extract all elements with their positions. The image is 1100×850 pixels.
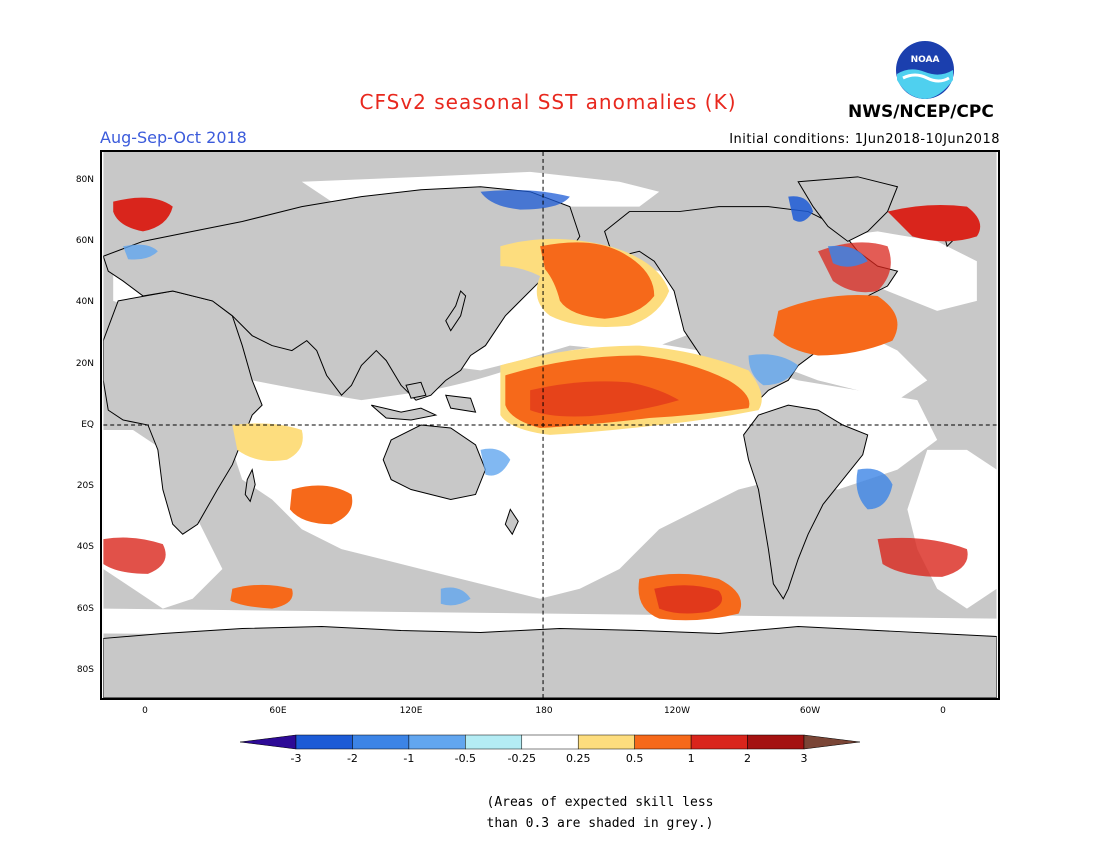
lon-label-60e: 60E	[269, 706, 287, 716]
continents	[103, 176, 997, 698]
lat-label-60s: 60S	[76, 604, 94, 614]
noaa-logo-text: NOAA	[911, 55, 940, 65]
color-legend-bar	[240, 734, 860, 750]
africa-outline	[103, 290, 263, 535]
lon-label-120w: 120W	[663, 706, 691, 716]
legend-swatch	[577, 734, 635, 750]
legend-swatch	[465, 734, 523, 750]
legend-tick-label: 2	[744, 752, 752, 765]
legend-swatch	[352, 734, 410, 750]
warm-anomaly-north-atlantic	[773, 294, 898, 356]
new-zealand-outline	[504, 508, 519, 536]
footnote: (Areas of expected skill less than 0.3 a…	[470, 792, 730, 834]
warm-anomaly-south-indian	[289, 485, 353, 525]
organization-label: NWS/NCEP/CPC	[848, 102, 994, 122]
legend-tick-label: -3	[290, 752, 302, 765]
chart-title: CFSv2 seasonal SST anomalies (K)	[359, 90, 737, 114]
initial-conditions-label: Initial conditions: 1Jun2018-10Jun2018	[729, 132, 1000, 147]
lat-label-80n: 80N	[75, 175, 94, 185]
lon-label-120e: 120E	[399, 706, 423, 716]
legend-swatch-min	[240, 734, 297, 750]
lon-label-0-east: 0	[940, 706, 946, 716]
lat-label-20s: 20S	[76, 481, 94, 491]
legend-swatch	[690, 734, 748, 750]
footnote-line-1: (Areas of expected skill less	[486, 795, 714, 810]
legend-tick-label: 1	[687, 752, 695, 765]
greenland-outline	[797, 176, 899, 242]
legend-tick-label: -0.5	[454, 752, 477, 765]
warm-anomaly-north-pacific	[540, 242, 655, 319]
warm-anomaly-south-atlantic	[877, 537, 968, 577]
lon-label-60w: 60W	[799, 706, 821, 716]
legend-swatch	[295, 734, 353, 750]
sst-anomaly-map	[100, 150, 1000, 700]
cool-anomaly-caribbean	[748, 354, 799, 386]
cool-anomaly-tasman	[480, 448, 511, 476]
warm-anomaly-nordic-sea	[887, 204, 981, 242]
eurasia-outline	[103, 186, 581, 401]
noaa-logo-icon: NOAA	[896, 41, 954, 99]
indonesia-outline	[370, 404, 438, 421]
legend-tick-label: -1	[403, 752, 415, 765]
cool-anomaly-arctic	[480, 190, 570, 210]
lon-label-0: 0	[142, 706, 148, 716]
legend-tick-label: 0.5	[625, 752, 644, 765]
lat-label-60n: 60N	[75, 236, 94, 246]
legend-swatch-max	[803, 734, 860, 750]
lat-label-40s: 40S	[76, 542, 94, 552]
madagascar-outline	[244, 468, 256, 503]
antarctica-outline	[103, 626, 997, 698]
season-label: Aug-Sep-Oct 2018	[100, 128, 247, 147]
warm-anomaly-south-atlantic-east	[103, 537, 166, 574]
legend-swatch	[747, 734, 805, 750]
cool-anomaly-south-atlantic	[856, 468, 893, 510]
lat-label-20n: 20N	[75, 359, 94, 369]
legend-swatch	[521, 734, 579, 750]
legend-tick-label: 3	[800, 752, 808, 765]
lon-label-180: 180	[535, 706, 553, 716]
warm-anomaly-indian-ocean	[232, 423, 303, 461]
legend-swatch	[634, 734, 692, 750]
japan-outline	[445, 290, 467, 332]
warm-anomaly-barents-sea	[113, 197, 173, 232]
lat-label-80s: 80S	[76, 665, 94, 675]
legend-tick-label: 0.25	[565, 752, 591, 765]
lat-label-40n: 40N	[75, 297, 94, 307]
legend-swatch	[408, 734, 466, 750]
legend-tick-label: -0.25	[507, 752, 536, 765]
legend-tick-label: -2	[346, 752, 358, 765]
warm-anomaly-pacific-core	[530, 381, 680, 417]
australia-outline	[382, 424, 487, 500]
lat-label-eq: EQ	[81, 420, 94, 430]
footnote-line-2: than 0.3 are shaded in grey.)	[486, 816, 714, 831]
